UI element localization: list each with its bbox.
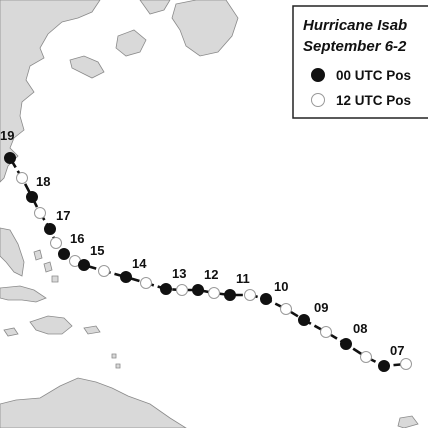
legend-12utc-marker (311, 93, 325, 107)
legend-00utc-marker (311, 68, 325, 82)
legend-12utc-label: 12 UTC Pos (336, 93, 411, 108)
track-position-17-12utc (34, 207, 46, 219)
bahamas-islands (33, 249, 59, 283)
labrador-land (139, 0, 171, 15)
legend-box (292, 5, 428, 119)
track-position-06-12utc (400, 358, 412, 370)
day-label-11: 11 (236, 271, 250, 286)
track-position-18-00utc (26, 191, 38, 203)
track-position-11-12utc (208, 287, 220, 299)
track-position-17-00utc (44, 223, 56, 235)
track-position-11-00utc (224, 289, 236, 301)
track-position-13-00utc (160, 283, 172, 295)
track-position-08-12utc (320, 326, 332, 338)
day-label-16: 16 (70, 231, 84, 246)
legend-title-line2: September 6-2 (303, 38, 407, 55)
track-position-18-12utc (16, 172, 28, 184)
day-label-18: 18 (36, 174, 50, 189)
day-label-14: 14 (132, 256, 147, 271)
track-position-15-00utc (78, 259, 90, 271)
track-position-13-12utc (140, 277, 152, 289)
track-position-16-12utc (50, 237, 62, 249)
track-position-14-00utc (120, 271, 132, 283)
island-bottom-right (397, 415, 419, 428)
track-position-12-00utc (192, 284, 204, 296)
day-label-08: 08 (353, 321, 367, 336)
jamaica-land (3, 327, 19, 337)
day-label-17: 17 (56, 208, 70, 223)
track-position-14-12utc (98, 265, 110, 277)
legend-title-line1: Hurricane Isab (303, 17, 407, 34)
legend-00utc-label: 00 UTC Pos (336, 68, 411, 83)
day-label-07: 07 (390, 343, 404, 358)
day-label-15: 15 (90, 243, 104, 258)
track-position-07-00utc (378, 360, 390, 372)
day-label-13: 13 (172, 266, 186, 281)
legend: Hurricane Isab September 6-2 00 UTC Pos … (292, 5, 428, 119)
cuba-land (0, 285, 47, 303)
lesser-antilles (111, 353, 121, 369)
track-positions (4, 152, 412, 372)
puerto-rico-land (83, 325, 101, 335)
southeast-us-land (0, 227, 25, 277)
maritimes-land (115, 29, 147, 57)
hispaniola-land (29, 315, 73, 335)
day-label-10: 10 (274, 279, 288, 294)
south-america-land (0, 377, 187, 428)
track-position-10-00utc (260, 293, 272, 305)
track-position-12-12utc (176, 284, 188, 296)
track-day-labels: 19 18 17 16 15 14 13 12 11 10 09 08 07 (0, 128, 404, 358)
track-position-09-00utc (298, 314, 310, 326)
day-label-19: 19 (0, 128, 14, 143)
day-label-12: 12 (204, 267, 218, 282)
track-position-19-00utc (4, 152, 16, 164)
track-position-07-12utc (360, 351, 372, 363)
track-position-16-00utc (58, 248, 70, 260)
day-label-09: 09 (314, 300, 328, 315)
newfoundland-land (171, 0, 239, 57)
nova-scotia-land (69, 55, 105, 79)
track-position-08-00utc (340, 338, 352, 350)
track-position-09-12utc (280, 303, 292, 315)
track-position-10-12utc (244, 289, 256, 301)
